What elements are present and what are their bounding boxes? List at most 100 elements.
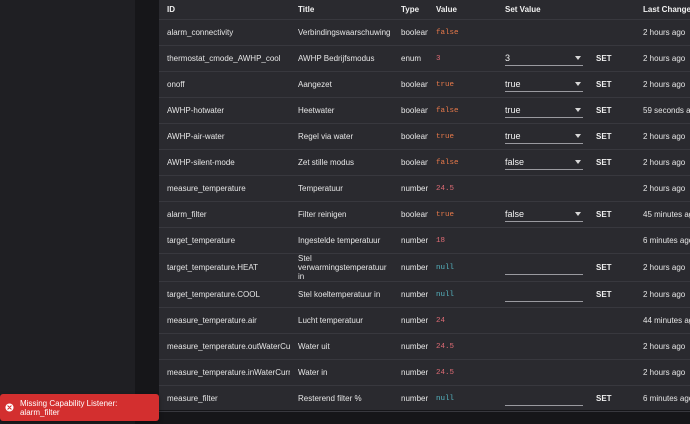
set-value-cell: false — [497, 201, 588, 228]
set-value-selected: false — [505, 157, 525, 167]
capability-type: number — [393, 175, 428, 202]
column-header-type: Type — [393, 0, 428, 20]
capability-type: number — [393, 359, 428, 386]
set-value-cell — [497, 385, 588, 412]
set-value-selected: false — [505, 209, 525, 219]
capability-title: Zet stille modus — [290, 149, 393, 176]
capability-type: boolean — [393, 19, 428, 46]
capability-id: alarm_connectivity — [159, 19, 290, 46]
set-value-input[interactable] — [505, 391, 583, 406]
set-value-cell — [497, 281, 588, 308]
table-row: onoff Aangezet boolean true true SET 2 hours a… — [159, 71, 690, 98]
table-row: measure_temperature.air Lucht temperatuur… — [159, 307, 690, 334]
set-button-cell: SET — [588, 97, 635, 124]
capability-id: measure_temperature.outWaterCurrent — [159, 333, 290, 360]
capability-type: enum — [393, 45, 428, 72]
capability-title: Ingestelde temperatuur — [290, 227, 393, 254]
capability-type: number — [393, 253, 428, 282]
capability-id: measure_temperature — [159, 175, 290, 202]
last-changed: 2 hours ago — [635, 175, 690, 202]
set-button-cell — [588, 19, 635, 46]
last-changed: 2 hours ago — [635, 149, 690, 176]
last-changed: 44 minutes ago — [635, 307, 690, 334]
set-value-input[interactable] — [505, 260, 583, 275]
set-button[interactable]: SET — [596, 132, 612, 141]
capability-value: 3 — [428, 45, 497, 72]
error-circle-icon — [5, 403, 14, 412]
capability-value: null — [428, 281, 497, 308]
set-value-input[interactable] — [505, 287, 583, 302]
set-value-selected: 3 — [505, 53, 511, 63]
table-header-row: ID Title Type Value Set Value Last Chang… — [159, 0, 690, 20]
set-button-cell: SET — [588, 45, 635, 72]
capability-value: false — [428, 19, 497, 46]
set-value-cell: 3 — [497, 45, 588, 72]
set-button-cell: SET — [588, 385, 635, 412]
set-button[interactable]: SET — [596, 210, 612, 219]
column-header-id: ID — [159, 0, 290, 20]
set-value-cell — [497, 359, 588, 386]
set-button[interactable]: SET — [596, 158, 612, 167]
capability-value: null — [428, 385, 497, 412]
chevron-down-icon — [575, 82, 581, 86]
set-value-cell — [497, 333, 588, 360]
capability-type: number — [393, 281, 428, 308]
capability-title: Verbindingswaarschuwing — [290, 19, 393, 46]
chevron-down-icon — [575, 212, 581, 216]
chevron-down-icon — [575, 56, 581, 60]
set-button-cell: SET — [588, 149, 635, 176]
capability-id: target_temperature.COOL — [159, 281, 290, 308]
set-value-select[interactable]: false — [505, 155, 583, 170]
capability-id: target_temperature — [159, 227, 290, 254]
set-value-select[interactable]: true — [505, 129, 583, 144]
last-changed: 2 hours ago — [635, 359, 690, 386]
capability-title: Temperatuur — [290, 175, 393, 202]
set-value-select[interactable]: 3 — [505, 51, 583, 66]
capability-value: 18 — [428, 227, 497, 254]
table-row: alarm_filter Filter reinigen boolean true fa… — [159, 201, 690, 228]
capability-type: number — [393, 333, 428, 360]
table-row: AWHP-air-water Regel via water boolean true… — [159, 123, 690, 150]
error-toast[interactable]: Missing Capability Listener: alarm_filte… — [0, 394, 159, 421]
capability-type: boolean — [393, 149, 428, 176]
capability-value: false — [428, 149, 497, 176]
set-button[interactable]: SET — [596, 394, 612, 403]
table-row: measure_temperature Temperatuur number 24.5… — [159, 175, 690, 202]
capability-value: 24.5 — [428, 175, 497, 202]
capability-type: boolean — [393, 123, 428, 150]
set-value-selected: true — [505, 105, 521, 115]
set-value-cell — [497, 307, 588, 334]
column-header-title: Title — [290, 0, 393, 20]
capability-type: number — [393, 385, 428, 412]
set-button[interactable]: SET — [596, 80, 612, 89]
last-changed: 2 hours ago — [635, 333, 690, 360]
capability-type: boolean — [393, 71, 428, 98]
capability-id: measure_filter — [159, 385, 290, 412]
capability-type: number — [393, 307, 428, 334]
capability-value: 24.5 — [428, 333, 497, 360]
set-button[interactable]: SET — [596, 290, 612, 299]
set-value-select[interactable]: true — [505, 103, 583, 118]
capability-id: AWHP-silent-mode — [159, 149, 290, 176]
set-value-cell — [497, 19, 588, 46]
capability-title: Water in — [290, 359, 393, 386]
table-row: AWHP-hotwater Heetwater boolean false true SE… — [159, 97, 690, 124]
set-value-select[interactable]: false — [505, 207, 583, 222]
column-header-set — [588, 0, 635, 20]
set-value-cell — [497, 253, 588, 282]
set-button[interactable]: SET — [596, 54, 612, 63]
panel-bottom-strip — [159, 410, 690, 424]
capability-id: alarm_filter — [159, 201, 290, 228]
set-value-select[interactable]: true — [505, 77, 583, 92]
set-button-cell: SET — [588, 201, 635, 228]
capability-id: target_temperature.HEAT — [159, 253, 290, 282]
set-button-cell — [588, 359, 635, 386]
capability-title: Aangezet — [290, 71, 393, 98]
set-button[interactable]: SET — [596, 263, 612, 272]
set-button[interactable]: SET — [596, 106, 612, 115]
capability-type: boolean — [393, 201, 428, 228]
last-changed: 2 hours ago — [635, 45, 690, 72]
capability-title: Resterend filter % — [290, 385, 393, 412]
capability-type: boolean — [393, 97, 428, 124]
capabilities-table: ID Title Type Value Set Value Last Chang… — [159, 0, 690, 412]
